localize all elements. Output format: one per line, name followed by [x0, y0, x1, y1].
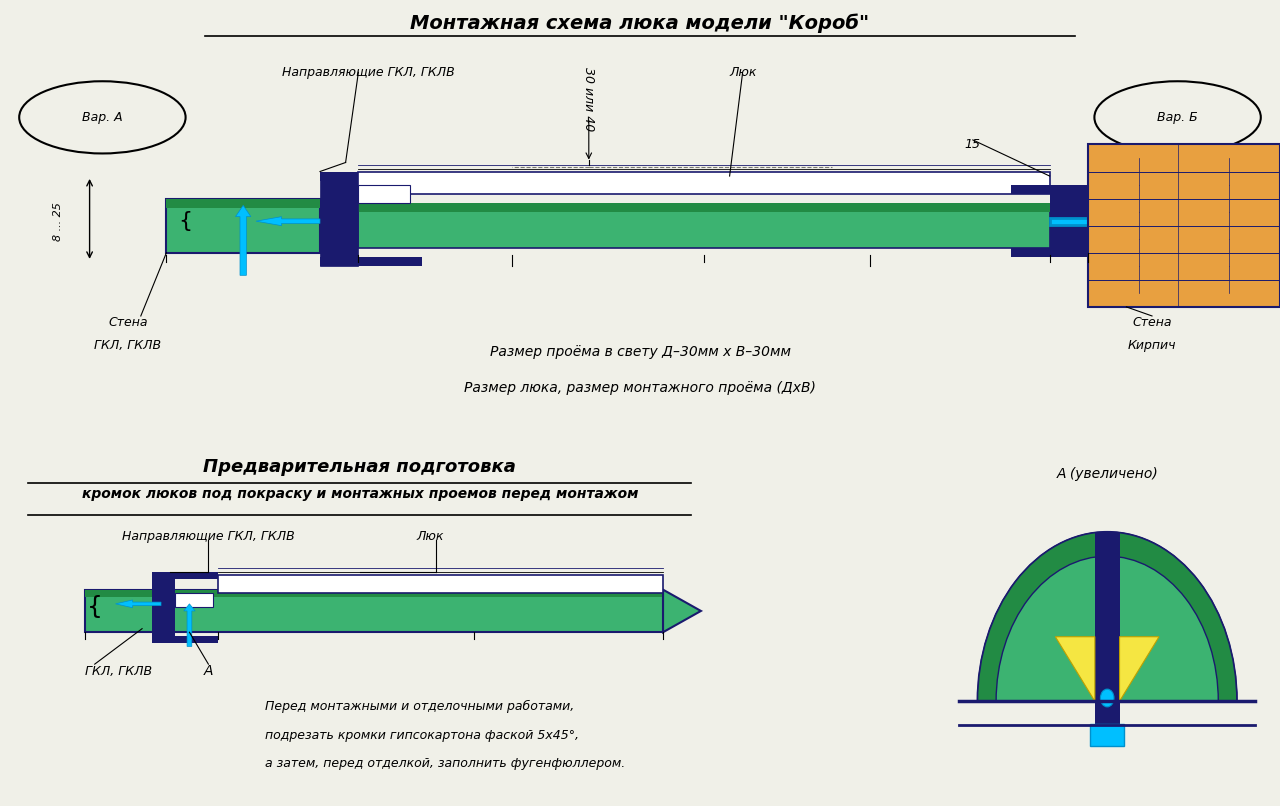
Bar — [166, 198, 320, 208]
Text: Направляющие ГКЛ, ГКЛВ: Направляющие ГКЛ, ГКЛВ — [122, 530, 294, 543]
Text: Перед монтажными и отделочными работами,: Перед монтажными и отделочными работами, — [265, 700, 575, 713]
Bar — [86, 590, 663, 596]
Ellipse shape — [19, 81, 186, 153]
Text: Монтажная схема люка модели "Короб": Монтажная схема люка модели "Короб" — [411, 14, 869, 33]
Text: Направляющие ГКЛ, ГКЛВ: Направляющие ГКЛ, ГКЛВ — [282, 66, 454, 79]
Bar — [320, 176, 358, 266]
Text: А: А — [204, 664, 214, 678]
Bar — [151, 572, 175, 643]
Text: кромок люков под покраску и монтажных проемов перед монтажом: кромок люков под покраску и монтажных пр… — [82, 487, 639, 501]
Bar — [1088, 144, 1280, 307]
Bar — [358, 185, 410, 203]
Text: Вар. А: Вар. А — [82, 111, 123, 124]
Bar — [151, 636, 218, 643]
Text: подрезать кромки гипсокартона фаской 5х45°,: подрезать кромки гипсокартона фаской 5х4… — [265, 729, 580, 742]
Bar — [218, 575, 663, 593]
Wedge shape — [978, 532, 1236, 701]
Bar — [151, 572, 218, 579]
Bar — [1094, 532, 1120, 742]
Polygon shape — [1120, 637, 1160, 701]
Text: Вар. Б: Вар. Б — [1157, 111, 1198, 124]
Text: ГКЛ, ГКЛВ: ГКЛ, ГКЛВ — [86, 665, 152, 678]
FancyArrow shape — [115, 600, 161, 608]
Text: Предварительная подготовка: Предварительная подготовка — [204, 459, 516, 476]
Text: Стена: Стена — [109, 316, 147, 329]
Text: ГКЛ, ГКЛВ: ГКЛ, ГКЛВ — [95, 339, 161, 351]
FancyArrow shape — [256, 217, 320, 226]
Text: Люк: Люк — [730, 66, 756, 79]
Text: Размер проёма в свету Д–30мм х В–30мм: Размер проёма в свету Д–30мм х В–30мм — [489, 345, 791, 359]
Bar — [175, 593, 214, 608]
Text: {: { — [87, 596, 102, 619]
FancyArrow shape — [1050, 218, 1088, 225]
Text: Кирпич: Кирпич — [1128, 339, 1176, 351]
Bar — [1011, 185, 1088, 194]
Text: {: { — [178, 211, 193, 231]
Text: а затем, перед отделкой, заполнить фугенфюллером.: а затем, перед отделкой, заполнить фуген… — [265, 757, 626, 770]
Text: Стена: Стена — [1133, 316, 1171, 329]
Bar — [320, 172, 422, 181]
Bar — [1050, 185, 1088, 257]
Text: 30 или 40: 30 или 40 — [582, 67, 595, 131]
Text: 15: 15 — [965, 138, 980, 151]
FancyArrow shape — [184, 604, 195, 646]
Polygon shape — [663, 590, 701, 632]
Bar — [320, 257, 422, 266]
Circle shape — [1101, 689, 1114, 707]
Text: Размер люка, размер монтажного проёма (ДхВ): Размер люка, размер монтажного проёма (Д… — [465, 381, 815, 395]
Bar — [86, 590, 663, 632]
Bar — [166, 198, 320, 253]
Wedge shape — [978, 532, 1236, 701]
Bar — [358, 203, 1050, 212]
Polygon shape — [1056, 637, 1094, 701]
Text: Люк: Люк — [417, 530, 444, 543]
FancyArrow shape — [236, 206, 251, 276]
Text: А (увеличено): А (увеличено) — [1056, 467, 1158, 481]
Ellipse shape — [1094, 81, 1261, 153]
Bar — [358, 208, 1050, 248]
Bar — [358, 172, 1050, 194]
Text: 8 ... 25: 8 ... 25 — [52, 202, 63, 241]
FancyBboxPatch shape — [1091, 724, 1125, 746]
Bar — [1011, 248, 1088, 257]
